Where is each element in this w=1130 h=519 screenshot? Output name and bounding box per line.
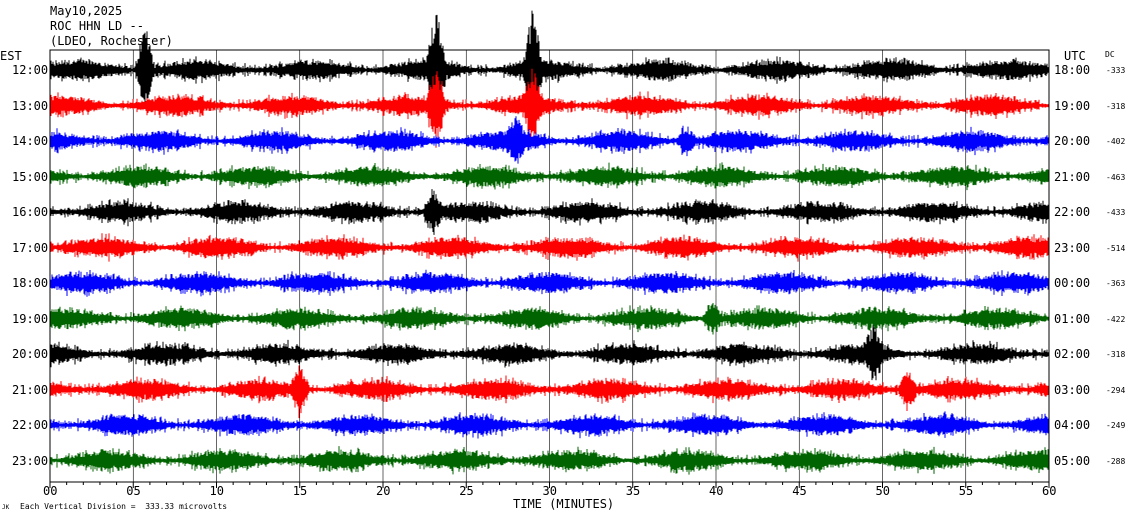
utc-hour-label: 02:00 xyxy=(1054,347,1091,361)
est-hour-label: 12:00 xyxy=(12,63,49,77)
right-zone-label: UTC xyxy=(1064,49,1086,63)
est-hour-label: 23:00 xyxy=(12,453,49,468)
utc-hour-label: 04:00 xyxy=(1054,418,1091,432)
dc-offset-value: -433 xyxy=(1106,208,1126,217)
footer-mark: JK xyxy=(2,504,10,511)
utc-hour-label: 03:00 xyxy=(1054,382,1091,397)
dc-offset-value: -249 xyxy=(1106,421,1126,430)
seismic-traces xyxy=(49,10,1050,475)
dc-offset-value: -318 xyxy=(1106,101,1126,111)
utc-hour-label: 20:00 xyxy=(1054,134,1091,148)
header-network: (LDEO, Rochester) xyxy=(50,34,173,48)
dc-offset-value: -363 xyxy=(1106,279,1126,288)
utc-hour-label: 23:00 xyxy=(1054,240,1091,255)
dc-offset-value: -402 xyxy=(1106,137,1126,146)
dc-offset-value: -422 xyxy=(1106,314,1126,324)
utc-hour-label: 22:00 xyxy=(1054,205,1091,219)
minute-gridlines xyxy=(49,50,1050,482)
dc-offset-value: -463 xyxy=(1106,172,1126,182)
x-tick-label: 25 xyxy=(459,484,474,498)
x-tick-label: 55 xyxy=(958,484,974,498)
x-tick-label: 45 xyxy=(792,484,807,498)
est-hour-label: 21:00 xyxy=(12,382,49,397)
utc-hour-label: 05:00 xyxy=(1054,453,1091,468)
left-zone-label: EST xyxy=(0,49,22,63)
x-tick-label: 35 xyxy=(625,484,641,498)
utc-hour-label: 19:00 xyxy=(1054,98,1091,113)
header-station: ROC HHN LD -- xyxy=(50,19,144,33)
header-date: May10,2025 xyxy=(50,4,123,18)
x-tick-label: 30 xyxy=(542,484,557,498)
est-hour-label: 15:00 xyxy=(12,169,49,184)
x-axis-ticks xyxy=(49,482,1050,488)
est-hour-label: 18:00 xyxy=(12,276,49,290)
dc-offset-value: -333 xyxy=(1106,66,1126,75)
utc-hour-label: 00:00 xyxy=(1054,276,1091,290)
x-tick-label: 15 xyxy=(292,484,308,498)
x-tick-label: 50 xyxy=(875,484,890,498)
est-hour-label: 22:00 xyxy=(12,418,49,432)
x-tick-label: 05 xyxy=(126,484,141,498)
x-axis-label: TIME (MINUTES) xyxy=(513,497,615,511)
trace-row-1800 xyxy=(49,269,1050,297)
est-hour-label: 20:00 xyxy=(12,347,49,361)
utc-hour-label: 01:00 xyxy=(1054,311,1091,326)
utc-hour-label: 21:00 xyxy=(1054,169,1091,184)
x-tick-label: 10 xyxy=(209,484,224,498)
dc-offset-value: -514 xyxy=(1106,243,1126,253)
dc-offset-value: -288 xyxy=(1106,456,1126,466)
est-hour-label: 16:00 xyxy=(12,205,49,219)
x-tick-label: 60 xyxy=(1042,484,1057,498)
dc-offset-value: -318 xyxy=(1106,350,1126,359)
scale-note: Each Vertical Division = 333.33 microvol… xyxy=(20,502,228,511)
x-tick-label: 00 xyxy=(43,484,58,498)
x-tick-label: 20 xyxy=(376,484,391,498)
x-tick-label: 40 xyxy=(709,484,724,498)
est-hour-label: 14:00 xyxy=(12,134,49,148)
dc-label: DC xyxy=(1105,50,1115,59)
est-hour-label: 19:00 xyxy=(12,311,49,326)
dc-offset-value: -294 xyxy=(1106,385,1126,395)
utc-hour-label: 18:00 xyxy=(1054,63,1091,77)
est-hour-label: 17:00 xyxy=(12,240,49,255)
est-hour-label: 13:00 xyxy=(12,98,49,113)
